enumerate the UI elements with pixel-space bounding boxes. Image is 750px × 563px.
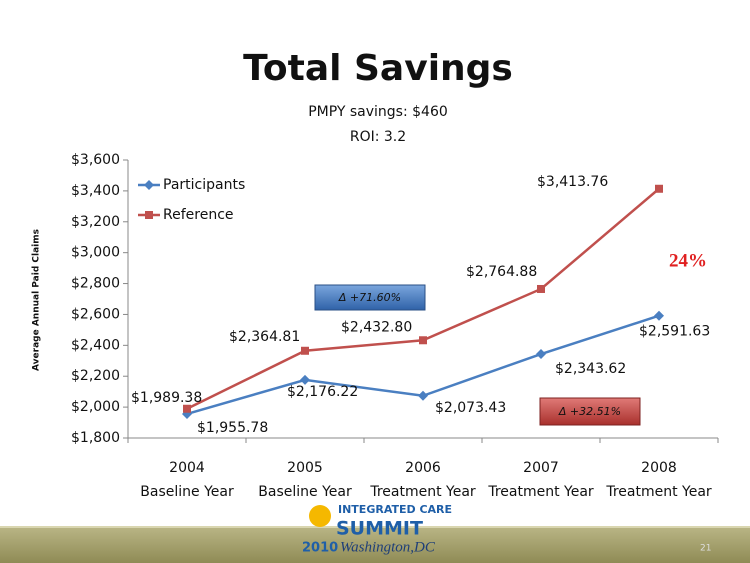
chart-title: Total Savings: [243, 48, 513, 89]
y-axis-label: Average Annual Paid Claims: [32, 229, 42, 371]
marker: [300, 374, 310, 385]
data-label: $2,073.43: [435, 400, 506, 416]
data-label: $2,364.81: [229, 329, 300, 345]
data-label: $2,432.80: [341, 319, 412, 335]
y-tick-label: $2,800: [71, 276, 120, 292]
marker: [654, 310, 664, 321]
y-tick-label: $1,800: [71, 430, 120, 446]
legend-label: Reference: [163, 207, 234, 223]
y-tick-label: $2,000: [71, 399, 120, 415]
marker: [301, 346, 309, 355]
logo-icon: [309, 505, 331, 527]
marker: [655, 184, 663, 193]
y-tick-label: $3,400: [71, 183, 120, 199]
data-label: $2,591.63: [639, 324, 710, 340]
marker: [144, 180, 154, 190]
page-number: 21: [700, 544, 711, 554]
annotation: 24%: [669, 250, 707, 271]
x-tick-label: Baseline Year: [258, 484, 352, 500]
x-tick-label: 2007: [523, 460, 559, 476]
y-tick-label: $3,000: [71, 245, 120, 261]
y-tick-label: $2,400: [71, 337, 120, 353]
annotation: Δ +32.51%: [558, 405, 621, 418]
logo-text: Washington,DC: [340, 539, 436, 555]
x-tick-label: 2006: [405, 460, 441, 476]
subtitle: ROI: 3.2: [350, 129, 406, 145]
x-tick-label: 2004: [169, 460, 205, 476]
marker: [145, 211, 153, 219]
marker: [418, 390, 428, 401]
annotation-box: [314, 284, 426, 311]
x-tick-label: 2005: [287, 460, 323, 476]
x-tick-label: Treatment Year: [605, 484, 712, 500]
data-label: $2,764.88: [466, 264, 537, 280]
logo-text: SUMMIT: [336, 518, 423, 540]
logo-text: 2010: [302, 541, 338, 556]
data-label: $3,413.76: [537, 174, 608, 190]
y-tick-label: $3,600: [71, 152, 120, 168]
y-tick-label: $3,200: [71, 214, 120, 230]
footer-band: [0, 528, 750, 563]
x-tick-label: Treatment Year: [369, 484, 476, 500]
data-label: $1,989.38: [131, 390, 202, 406]
annotation: Δ +71.60%: [338, 291, 401, 304]
data-label: $1,955.78: [197, 420, 268, 436]
logo-text: INTEGRATED CARE: [338, 503, 452, 516]
x-tick-label: Treatment Year: [487, 484, 594, 500]
data-label: $2,176.22: [287, 384, 358, 400]
legend-label: Participants: [163, 177, 245, 193]
y-tick-label: $2,200: [71, 368, 120, 384]
x-tick-label: Baseline Year: [140, 484, 234, 500]
marker: [419, 336, 427, 345]
marker: [536, 349, 546, 360]
data-label: $2,343.62: [555, 361, 626, 377]
marker: [183, 404, 191, 413]
annotation-box: [539, 397, 641, 426]
marker: [537, 284, 545, 293]
y-tick-label: $2,600: [71, 306, 120, 322]
subtitle: PMPY savings: $460: [308, 104, 448, 120]
x-tick-label: 2008: [641, 460, 677, 476]
